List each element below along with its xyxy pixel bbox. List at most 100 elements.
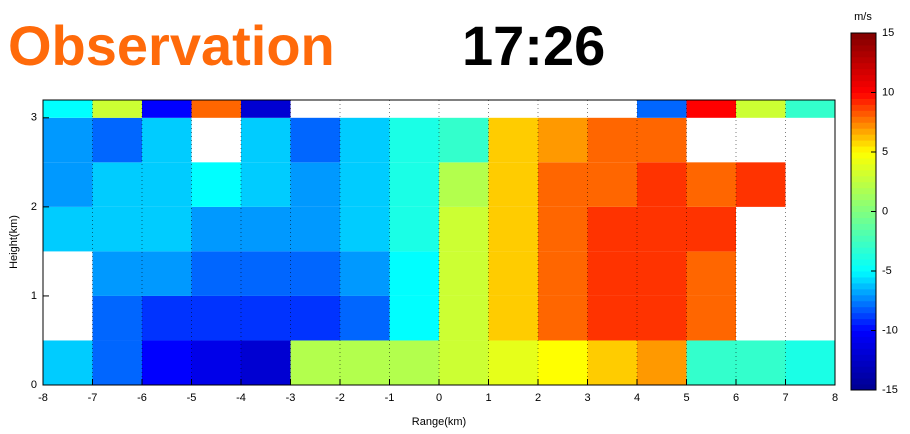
- colorbar-segment: [851, 128, 876, 134]
- colorbar-segment: [851, 81, 876, 87]
- colorbar-segment: [851, 122, 876, 128]
- heatmap-cell: [241, 118, 291, 163]
- colorbar-segment: [851, 259, 876, 265]
- heatmap-cell: [142, 251, 192, 296]
- heatmap-cell: [637, 162, 687, 207]
- heatmap-cell: [340, 118, 390, 163]
- heatmap-cell: [93, 162, 143, 207]
- heatmap-cell: [291, 251, 341, 296]
- heatmap-cell: [736, 340, 786, 385]
- colorbar-tick-label: 10: [882, 86, 894, 98]
- colorbar-segment: [851, 45, 876, 51]
- heatmap-cell: [192, 340, 242, 385]
- heatmap-cell: [142, 118, 192, 163]
- colorbar-segment: [851, 307, 876, 313]
- colorbar-segment: [851, 217, 876, 223]
- heatmap-cell: [192, 251, 242, 296]
- x-tick-label: -2: [335, 392, 345, 404]
- x-tick-label: 3: [584, 392, 590, 404]
- colorbar-segment: [851, 110, 876, 116]
- colorbar-segment: [851, 331, 876, 337]
- heatmap-cell: [786, 340, 836, 385]
- heatmap-cell: [439, 162, 489, 207]
- colorbar-segment: [851, 313, 876, 319]
- x-tick-label: 0: [436, 392, 442, 404]
- heatmap-cell: [142, 296, 192, 341]
- colorbar-segment: [851, 51, 876, 57]
- colorbar-segment: [851, 116, 876, 122]
- heatmap-cell: [241, 296, 291, 341]
- colorbar-segment: [851, 348, 876, 354]
- heatmap-cell: [192, 162, 242, 207]
- colorbar-segment: [851, 289, 876, 295]
- heatmap-cell: [93, 251, 143, 296]
- colorbar-segment: [851, 378, 876, 384]
- colorbar-segment: [851, 271, 876, 277]
- colorbar-segment: [851, 295, 876, 301]
- heatmap-cell: [538, 207, 588, 252]
- heatmap-cell: [192, 296, 242, 341]
- colorbar-segment: [851, 247, 876, 253]
- colorbar-segment: [851, 354, 876, 360]
- heatmap-cell: [687, 207, 737, 252]
- heatmap-cell: [687, 100, 737, 118]
- heatmap-cell: [489, 251, 539, 296]
- x-tick-label: -8: [38, 392, 48, 404]
- heatmap-cell: [291, 296, 341, 341]
- chart-title: Observation: [8, 14, 335, 77]
- x-tick-label: 7: [782, 392, 788, 404]
- colorbar-tick-label: 15: [882, 27, 894, 39]
- heatmap-cell: [340, 251, 390, 296]
- x-tick-label: 5: [683, 392, 689, 404]
- colorbar-segment: [851, 57, 876, 63]
- y-tick-label: 3: [31, 112, 37, 124]
- heatmap-cell: [588, 340, 638, 385]
- heatmap-cell: [687, 340, 737, 385]
- heatmap-cell: [637, 251, 687, 296]
- colorbar-tick-label: 0: [882, 205, 888, 217]
- x-tick-label: -3: [286, 392, 296, 404]
- heatmap-cell: [43, 100, 93, 118]
- colorbar-segment: [851, 164, 876, 170]
- x-tick-label: 1: [485, 392, 491, 404]
- heatmap-cell: [439, 340, 489, 385]
- heatmap-cell: [291, 207, 341, 252]
- heatmap-cell: [439, 207, 489, 252]
- x-tick-label: 2: [535, 392, 541, 404]
- heatmap-cell: [192, 100, 242, 118]
- heatmap-cell: [291, 162, 341, 207]
- heatmap-cell: [43, 207, 93, 252]
- colorbar-segment: [851, 319, 876, 325]
- colorbar-segment: [851, 212, 876, 218]
- colorbar-segment: [851, 283, 876, 289]
- heatmap-cell: [291, 340, 341, 385]
- colorbar-tick-label: -10: [882, 324, 898, 336]
- heatmap-cell: [687, 162, 737, 207]
- heatmap-cell: [93, 118, 143, 163]
- colorbar-segment: [851, 93, 876, 99]
- colorbar-segment: [851, 98, 876, 104]
- x-tick-label: 4: [634, 392, 640, 404]
- heatmap-cell: [192, 207, 242, 252]
- colorbar-segment: [851, 301, 876, 307]
- x-tick-label: 6: [733, 392, 739, 404]
- colorbar-segment: [851, 241, 876, 247]
- heatmap-cell: [390, 340, 440, 385]
- heatmap-cell: [489, 296, 539, 341]
- colorbar-segment: [851, 360, 876, 366]
- colorbar-segment: [851, 170, 876, 176]
- heatmap-cell: [538, 162, 588, 207]
- y-tick-label: 0: [31, 379, 37, 391]
- heatmap-cell: [637, 296, 687, 341]
- heatmap-cell: [241, 251, 291, 296]
- colorbar-segment: [851, 372, 876, 378]
- heatmap-cell: [241, 207, 291, 252]
- colorbar-segment: [851, 188, 876, 194]
- heatmap-cell: [736, 162, 786, 207]
- colorbar-segment: [851, 33, 876, 39]
- heatmap-cell: [390, 207, 440, 252]
- heatmap-cell: [340, 207, 390, 252]
- y-tick-label: 2: [31, 201, 37, 213]
- heatmap-cell: [142, 100, 192, 118]
- colorbar-tick-label: -15: [882, 384, 898, 396]
